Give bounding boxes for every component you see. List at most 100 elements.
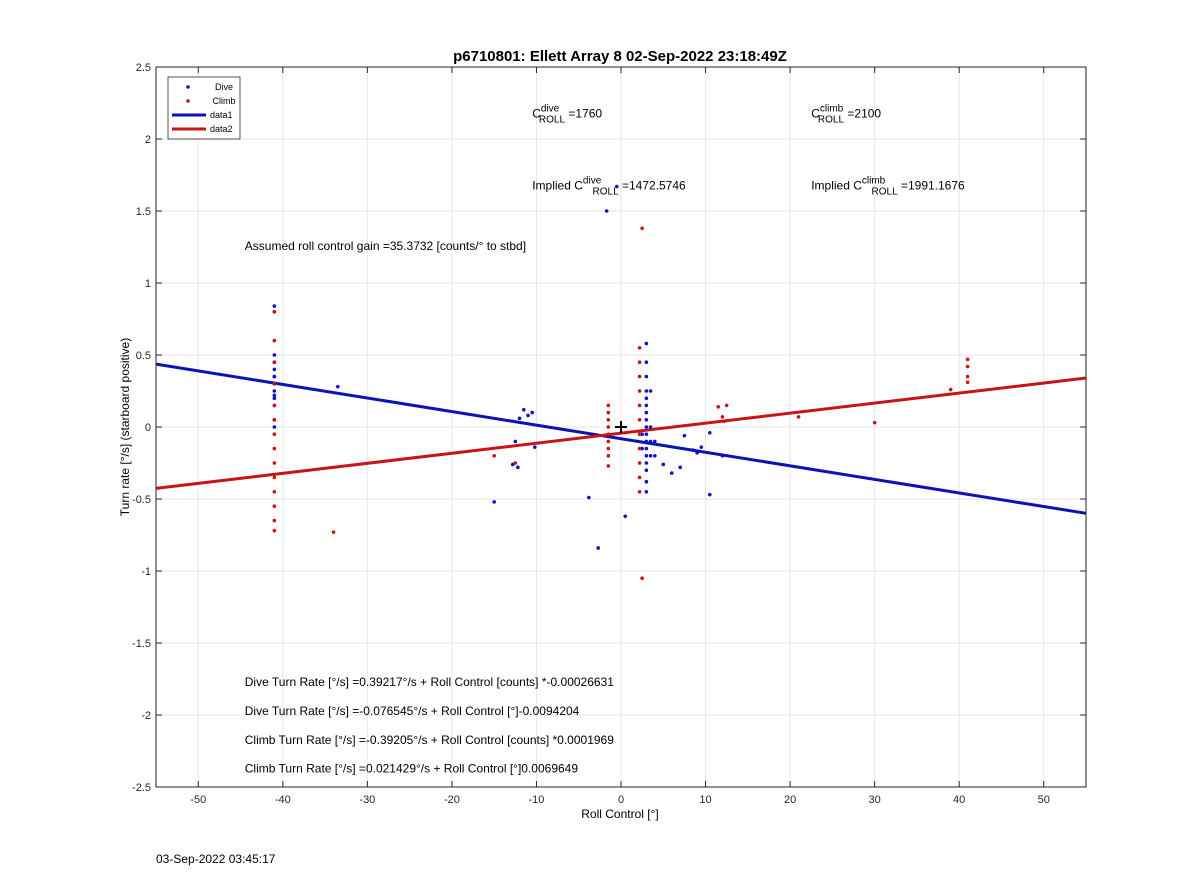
dive-point <box>653 439 657 444</box>
dive-point <box>644 490 649 494</box>
legend-label-data1: data1 <box>210 110 233 120</box>
climb-point <box>272 418 277 422</box>
climb-point <box>637 490 642 494</box>
dive-point <box>669 471 674 475</box>
dive-point <box>272 389 277 393</box>
climb-point <box>272 528 277 533</box>
y-tick-label: 1 <box>145 278 151 290</box>
x-tick-label: 30 <box>869 794 881 806</box>
climb-point <box>720 415 725 419</box>
chart-title: p6710801: Ellett Array 8 02-Sep-2022 23:… <box>453 48 787 65</box>
dive-point <box>272 374 277 379</box>
dive-point <box>272 393 277 398</box>
y-tick-label: -2 <box>141 710 151 722</box>
climb-point <box>606 432 611 437</box>
annotation-eq3: Climb Turn Rate [°/s] =-0.39205°/s + Rol… <box>245 733 614 747</box>
dive-point <box>644 425 649 429</box>
annotation-sup: climb <box>862 175 886 186</box>
x-tick-label: -40 <box>275 794 291 806</box>
dive-point <box>614 184 619 189</box>
climb-point <box>965 374 970 379</box>
annotation-sub: ROLL <box>593 186 620 197</box>
dive-point <box>335 384 340 389</box>
dive-point <box>695 451 699 455</box>
dive-point <box>532 445 537 449</box>
dive-point <box>644 446 649 451</box>
climb-point <box>637 446 642 451</box>
x-tick-label: 10 <box>699 794 711 806</box>
legend: Dive Climb data1 data2 <box>167 76 241 140</box>
y-tick-label: 0 <box>145 422 151 434</box>
annotation-prefix: Implied C <box>532 178 583 192</box>
annotation-suffix: =2100 <box>844 106 881 120</box>
annotation-suffix: =1760 <box>565 106 602 120</box>
climb-point <box>637 418 642 422</box>
climb-point <box>796 415 801 419</box>
climb-point <box>606 425 611 429</box>
legend-marker-dive <box>186 85 190 89</box>
annotation-prefix: Implied C <box>811 178 862 192</box>
x-tick-label: -10 <box>529 794 545 806</box>
y-axis-label: Turn rate [°/s] (starboard positive) <box>118 338 132 516</box>
annotation-eq4: Climb Turn Rate [°/s] =0.021429°/s + Rol… <box>245 762 579 776</box>
climb-point <box>637 346 642 350</box>
climb-point <box>272 461 277 465</box>
x-tick-label: 50 <box>1038 794 1050 806</box>
climb-point <box>637 432 642 437</box>
climb-point <box>272 360 277 365</box>
legend-marker-climb <box>186 99 190 103</box>
climb-point <box>606 464 611 468</box>
climb-point <box>272 518 277 523</box>
annotation-sub: ROLL <box>872 186 899 197</box>
dive-point <box>653 454 657 458</box>
dive-point <box>272 425 277 429</box>
dive-point <box>699 445 704 449</box>
climb-point <box>272 310 277 314</box>
dive-point <box>644 396 649 401</box>
x-axis-label: Roll Control [°] <box>581 807 659 821</box>
axes: -50 -40 -30 -20 -10 0 10 20 30 40 50-2.5-2-1.5-1-0… <box>132 62 1087 806</box>
fit-line-data1 <box>155 362 1087 515</box>
dive-point <box>691 448 695 452</box>
dive-point <box>682 433 687 438</box>
dive-point <box>640 432 644 437</box>
annotation-suffix: =1472.5746 <box>619 178 686 192</box>
dive-point <box>648 389 653 393</box>
climb-point <box>948 387 953 392</box>
climb-point <box>965 364 970 369</box>
annotation-prefix: C <box>532 106 541 120</box>
annotation-sup: climb <box>820 103 844 114</box>
annotation-suffix: =1991.1676 <box>898 178 965 192</box>
climb-point <box>272 382 277 386</box>
climb-point <box>272 490 277 494</box>
dive-point <box>648 425 653 429</box>
climb-point <box>637 389 642 393</box>
y-tick-label: -1 <box>141 566 151 578</box>
annotation-sub: ROLL <box>818 114 845 125</box>
dive-point <box>644 439 649 444</box>
climb-point <box>716 405 721 409</box>
fit-line-data2 <box>155 376 1087 490</box>
dive-point <box>720 454 725 458</box>
dive-point <box>661 462 666 467</box>
dive-point <box>678 465 682 470</box>
dive-point <box>492 500 496 504</box>
y-tick-label: -0.5 <box>132 494 151 506</box>
climb-point <box>272 446 277 451</box>
dive-point <box>644 360 649 365</box>
climb-point <box>606 439 611 444</box>
y-tick-label: 0.5 <box>136 350 151 362</box>
dive-point <box>272 304 277 308</box>
dive-point <box>272 353 277 357</box>
dive-point <box>526 413 530 418</box>
y-tick-label: -2.5 <box>132 782 151 794</box>
dive-point <box>530 410 535 415</box>
x-tick-label: -30 <box>359 794 375 806</box>
dive-point <box>644 410 649 415</box>
legend-label-climb: Climb <box>212 96 235 106</box>
dive-point <box>644 341 649 346</box>
x-tick-label: 20 <box>784 794 796 806</box>
climb-point <box>606 446 611 451</box>
climb-point <box>331 530 336 534</box>
dive-point <box>604 209 609 213</box>
